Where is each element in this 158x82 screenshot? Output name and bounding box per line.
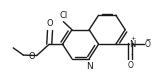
Text: O: O	[145, 40, 151, 49]
Text: −: −	[146, 36, 151, 41]
Text: O: O	[29, 52, 35, 61]
Text: +: +	[130, 36, 136, 41]
Text: ″: ″	[131, 53, 133, 58]
Text: Cl: Cl	[59, 11, 67, 20]
Text: O: O	[127, 61, 133, 70]
Text: N: N	[86, 62, 93, 71]
Text: N: N	[129, 40, 135, 49]
Text: O: O	[47, 19, 53, 28]
